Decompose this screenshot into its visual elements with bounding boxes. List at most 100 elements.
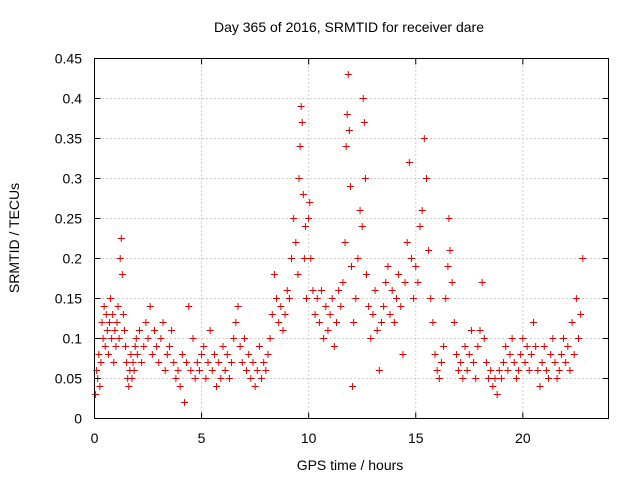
data-point bbox=[328, 295, 336, 302]
data-point bbox=[523, 343, 531, 350]
data-point bbox=[127, 351, 135, 358]
data-point bbox=[301, 223, 309, 230]
data-point bbox=[159, 319, 167, 326]
data-point bbox=[183, 359, 191, 366]
data-point bbox=[397, 303, 405, 310]
y-tick-labels: 0 0.05 0.1 0.15 0.2 0.25 0.3 0.35 0.4 0.45 bbox=[55, 51, 82, 427]
data-point bbox=[557, 351, 565, 358]
data-point bbox=[459, 375, 467, 382]
data-point bbox=[249, 359, 257, 366]
data-point bbox=[208, 367, 216, 374]
data-point bbox=[122, 343, 130, 350]
data-points bbox=[92, 71, 587, 406]
data-point bbox=[285, 295, 293, 302]
data-point bbox=[508, 335, 516, 342]
data-point bbox=[437, 359, 445, 366]
data-point bbox=[131, 343, 139, 350]
data-point bbox=[407, 255, 415, 262]
data-point bbox=[107, 295, 115, 302]
data-point bbox=[562, 359, 570, 366]
data-point bbox=[487, 367, 495, 374]
data-point bbox=[485, 375, 493, 382]
data-point bbox=[350, 319, 358, 326]
data-point bbox=[564, 343, 572, 350]
data-point bbox=[123, 359, 131, 366]
data-point bbox=[521, 359, 529, 366]
data-point bbox=[425, 247, 433, 254]
data-point bbox=[506, 351, 514, 358]
data-point bbox=[108, 335, 116, 342]
data-point bbox=[185, 303, 193, 310]
data-point bbox=[465, 351, 473, 358]
y-tick-label: 0.1 bbox=[63, 331, 83, 347]
data-point bbox=[354, 255, 362, 262]
data-point bbox=[309, 287, 317, 294]
data-point bbox=[266, 335, 274, 342]
data-point bbox=[104, 351, 112, 358]
data-point bbox=[133, 351, 141, 358]
data-point bbox=[204, 359, 212, 366]
data-point bbox=[341, 239, 349, 246]
data-point bbox=[337, 303, 345, 310]
data-point bbox=[446, 247, 454, 254]
data-point bbox=[344, 71, 352, 78]
y-tick-label: 0.05 bbox=[55, 371, 82, 387]
x-tick-label: 5 bbox=[198, 430, 206, 446]
data-point bbox=[418, 207, 426, 214]
data-point bbox=[132, 335, 140, 342]
data-point bbox=[517, 351, 525, 358]
data-point bbox=[187, 367, 195, 374]
data-point bbox=[575, 335, 583, 342]
data-point bbox=[217, 375, 225, 382]
data-point bbox=[452, 351, 460, 358]
y-tick-label: 0.2 bbox=[63, 251, 83, 267]
data-point bbox=[343, 111, 351, 118]
data-point bbox=[295, 175, 303, 182]
data-point bbox=[298, 119, 306, 126]
grid bbox=[94, 58, 609, 419]
data-point bbox=[359, 95, 367, 102]
data-point bbox=[358, 223, 366, 230]
data-point bbox=[303, 295, 311, 302]
data-point bbox=[472, 375, 480, 382]
data-point bbox=[348, 263, 355, 270]
x-tick-label: 20 bbox=[515, 430, 531, 446]
data-point bbox=[346, 183, 354, 190]
x-tick-label: 15 bbox=[408, 430, 424, 446]
y-tick-label: 0.45 bbox=[55, 51, 82, 67]
data-point bbox=[114, 303, 122, 310]
data-point bbox=[142, 319, 150, 326]
data-point bbox=[361, 175, 369, 182]
data-point bbox=[213, 383, 221, 390]
data-point bbox=[96, 383, 104, 390]
data-point bbox=[118, 271, 126, 278]
data-point bbox=[140, 343, 148, 350]
data-point bbox=[414, 279, 422, 286]
data-point bbox=[375, 367, 383, 374]
data-point bbox=[297, 103, 305, 110]
tick-marks bbox=[94, 58, 609, 419]
data-point bbox=[369, 311, 377, 318]
data-point bbox=[253, 367, 261, 374]
data-point bbox=[579, 255, 587, 262]
data-point bbox=[180, 399, 188, 406]
data-point bbox=[221, 367, 229, 374]
data-point bbox=[198, 351, 206, 358]
data-point bbox=[262, 367, 270, 374]
data-point bbox=[97, 359, 105, 366]
data-point bbox=[264, 351, 272, 358]
data-point bbox=[427, 295, 435, 302]
data-point bbox=[195, 367, 203, 374]
x-axis-label: GPS time / hours bbox=[297, 457, 404, 473]
data-point bbox=[168, 327, 176, 334]
data-point bbox=[300, 255, 308, 262]
data-point bbox=[493, 391, 501, 398]
y-tick-label: 0.25 bbox=[55, 211, 82, 227]
data-point bbox=[515, 367, 523, 374]
data-point bbox=[401, 279, 409, 286]
data-point bbox=[405, 159, 413, 166]
data-point bbox=[474, 343, 482, 350]
data-point bbox=[527, 351, 535, 358]
y-tick-label: 0 bbox=[74, 411, 82, 427]
data-point bbox=[377, 319, 385, 326]
